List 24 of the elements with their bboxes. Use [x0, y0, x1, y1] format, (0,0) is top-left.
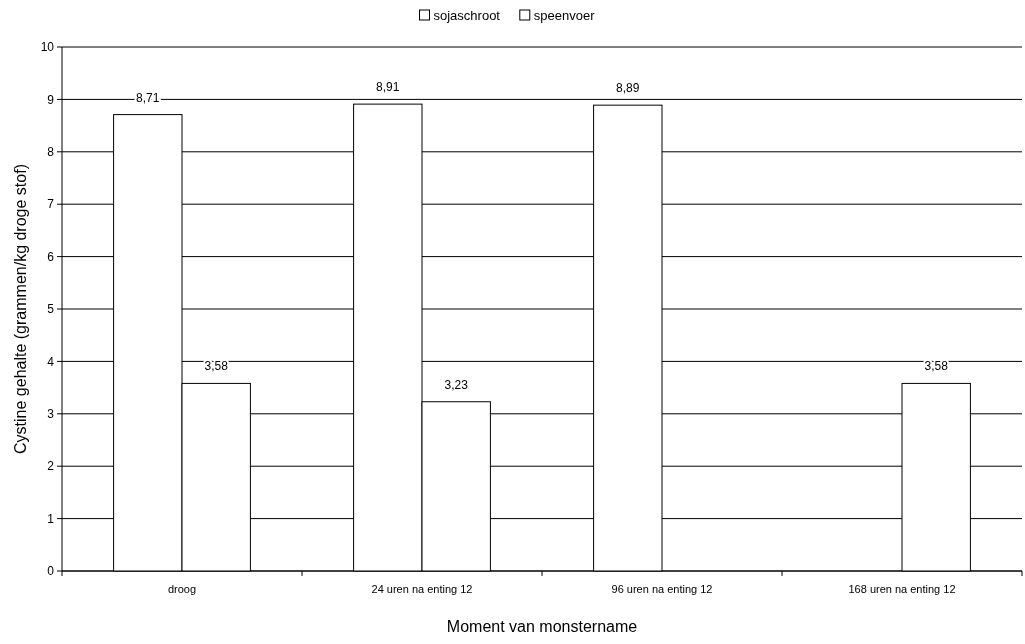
- y-tick-label: 3: [47, 407, 55, 421]
- y-tick-label: 0: [47, 564, 55, 579]
- y-axis-title: Cystine gehalte (grammen/kg droge stof): [12, 164, 29, 454]
- y-tick-label: 1: [47, 511, 55, 526]
- data-label: 3,23: [444, 377, 469, 392]
- y-tick-label: 10: [40, 40, 55, 55]
- data-label: 8,91: [376, 80, 400, 95]
- x-tick-label: droog: [167, 583, 197, 595]
- y-tick-label: 9: [47, 92, 55, 107]
- y-tick-label: 8: [47, 145, 55, 159]
- y-tick-label: 6: [47, 249, 55, 264]
- data-label: 8,89: [616, 81, 640, 96]
- y-tick-label: 4: [47, 354, 55, 369]
- y-tick-label: 5: [47, 302, 55, 317]
- legend-label: speenvoer: [533, 8, 596, 23]
- x-tick-label: 168 uren na enting 12: [848, 583, 956, 595]
- y-tick-label: 2: [47, 459, 55, 474]
- data-label: 3,58: [204, 359, 229, 374]
- data-label: 3,58: [924, 359, 949, 374]
- y-tick-label: 7: [47, 197, 55, 212]
- x-axis-title: Moment van monstername: [446, 618, 638, 635]
- x-tick-label: 96 uren na enting 12: [611, 583, 713, 595]
- x-tick-label: 24 uren na enting 12: [371, 583, 473, 595]
- legend-label: sojaschroot: [433, 8, 501, 23]
